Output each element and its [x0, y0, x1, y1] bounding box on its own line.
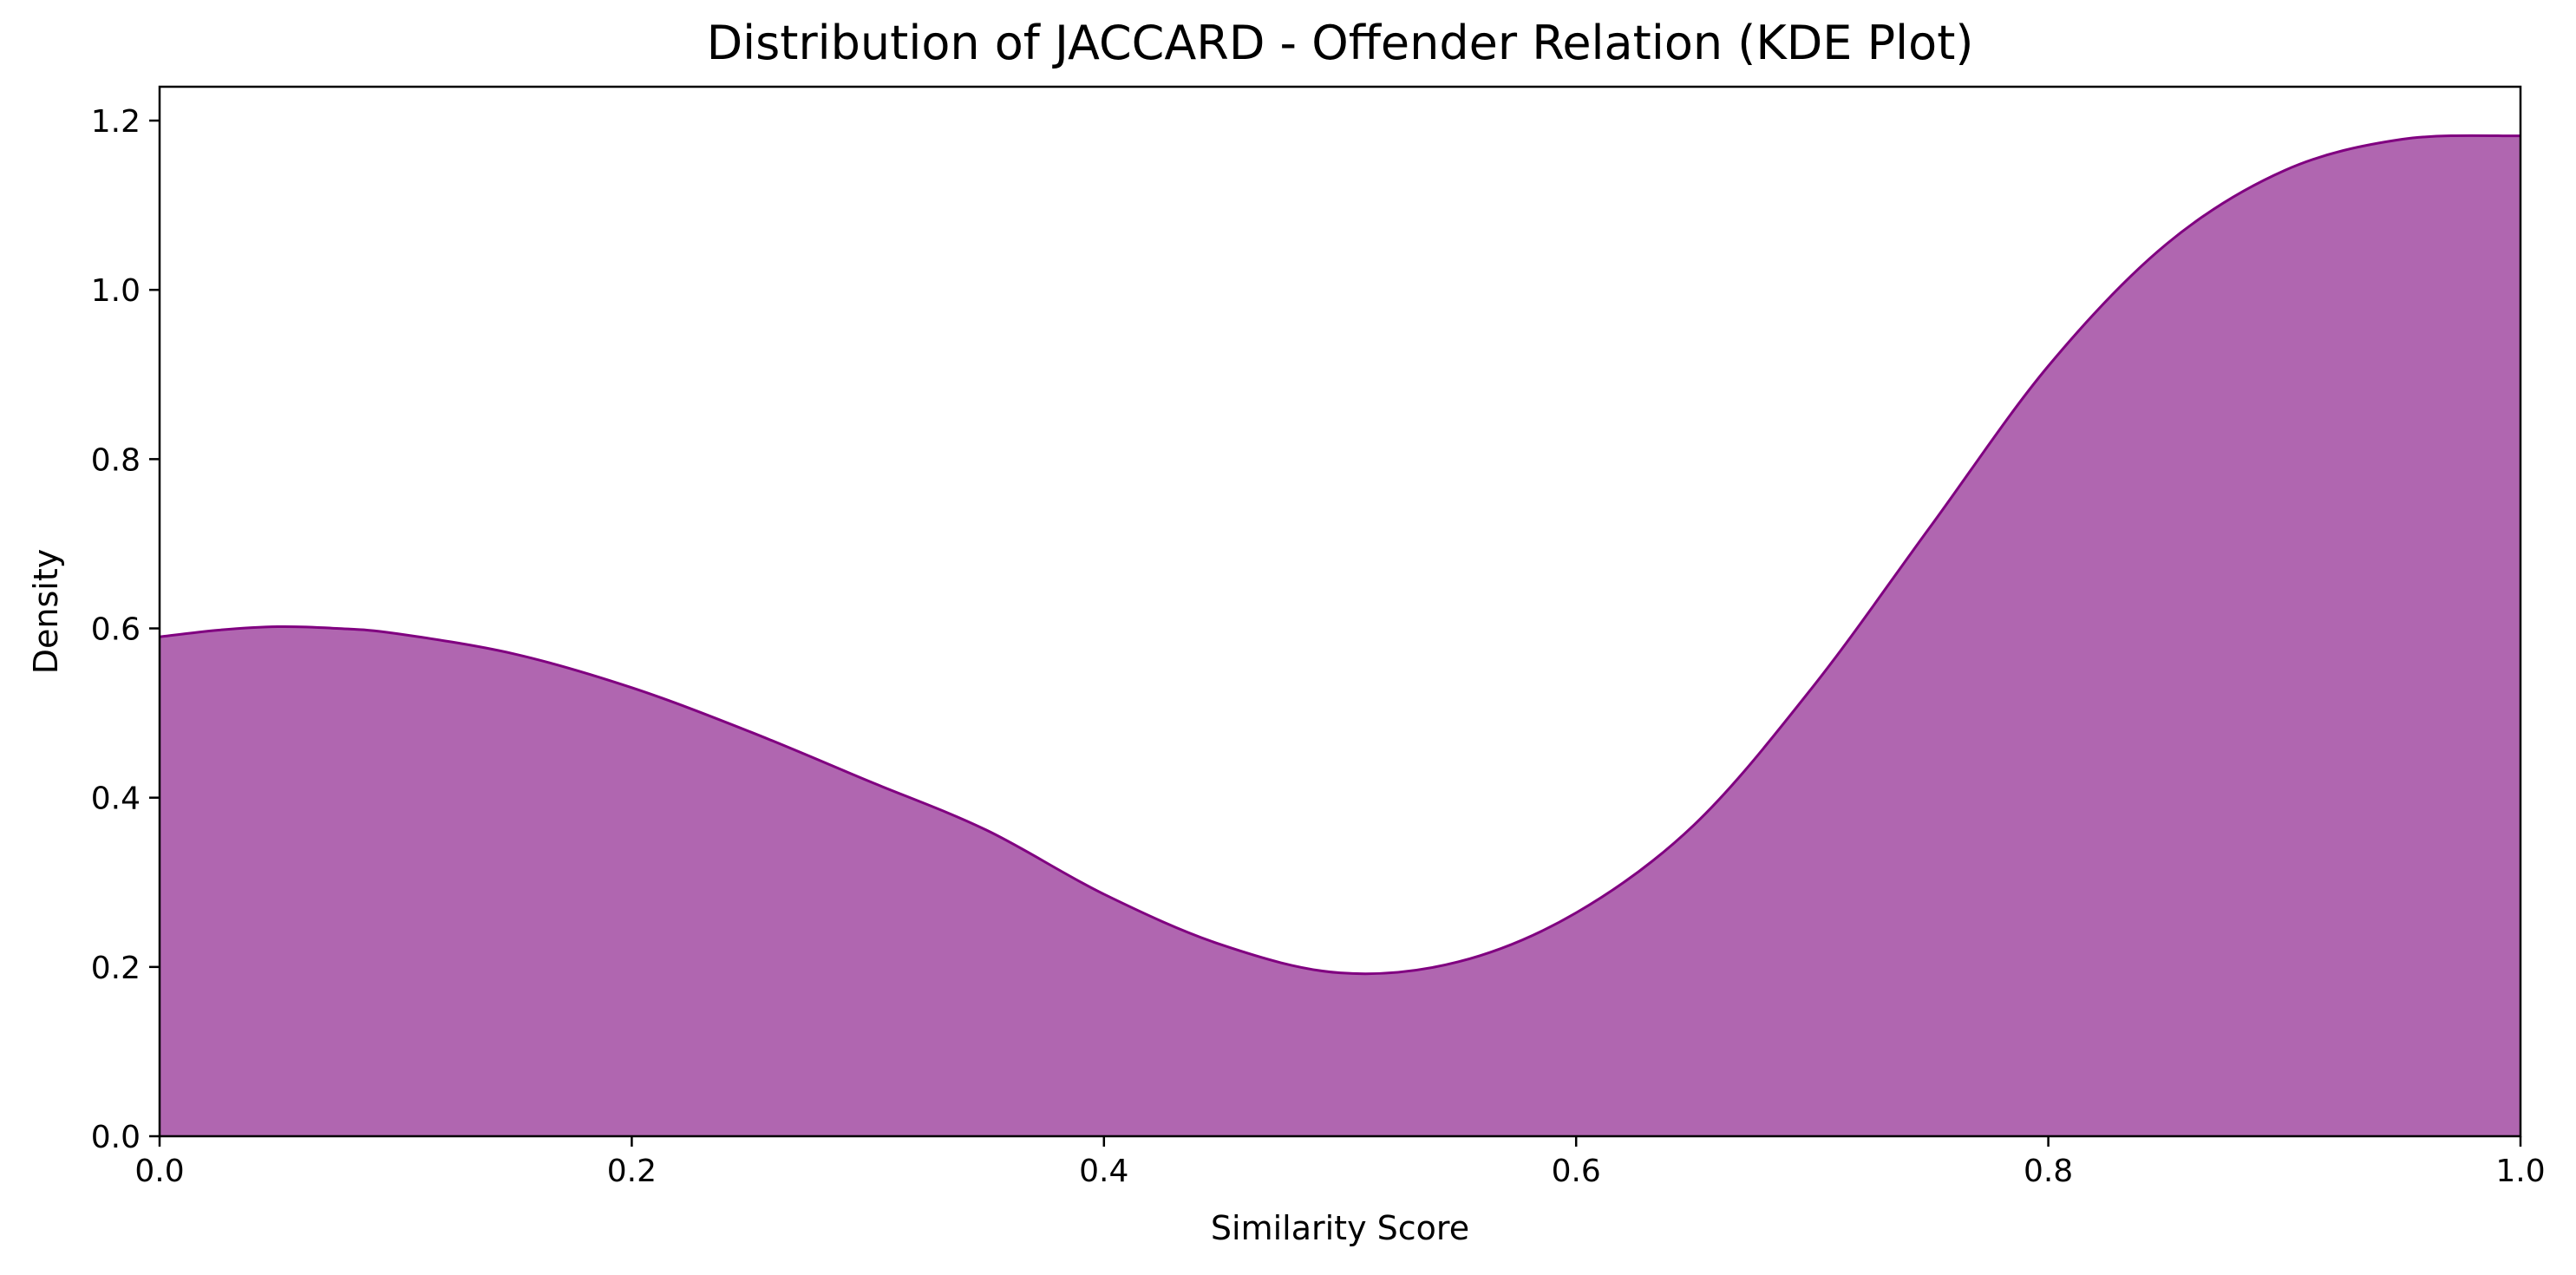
y-tick-label: 0.0	[91, 1120, 141, 1155]
x-tick-label: 0.0	[134, 1154, 184, 1189]
kde-area-fill	[160, 135, 2520, 1136]
y-tick-label: 0.8	[91, 442, 141, 478]
plot-frame	[158, 85, 2522, 1138]
chart-title: Distribution of JACCARD - Offender Relat…	[707, 16, 1974, 70]
y-axis: 0.0 0.2 0.4 0.6 0.8 1.0 1.2	[91, 104, 160, 1155]
y-tick-label: 0.4	[91, 781, 141, 817]
plot-area	[159, 134, 2521, 1136]
y-axis-label: Density	[27, 549, 65, 674]
x-axis: 0.0 0.2 0.4 0.6 0.8 1.0	[134, 1136, 2546, 1189]
x-tick-label: 1.0	[2495, 1154, 2545, 1189]
y-tick-label: 0.2	[91, 951, 141, 986]
x-axis-label: Similarity Score	[1211, 1209, 1469, 1247]
x-tick-label: 0.6	[1552, 1154, 1601, 1189]
x-tick-label: 0.8	[2024, 1154, 2073, 1189]
y-tick-label: 1.0	[91, 273, 141, 309]
y-tick-label: 0.6	[91, 612, 141, 648]
x-tick-label: 0.2	[607, 1154, 657, 1189]
x-tick-label: 0.4	[1079, 1154, 1128, 1189]
kde-line	[159, 134, 2521, 976]
y-tick-label: 1.2	[91, 104, 141, 140]
